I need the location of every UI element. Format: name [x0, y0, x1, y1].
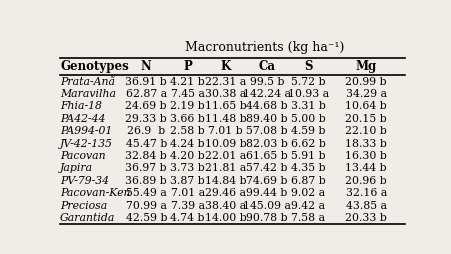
Text: 7.58 a: 7.58 a	[291, 213, 325, 223]
Text: Ca: Ca	[258, 60, 275, 73]
Text: 13.44 b: 13.44 b	[345, 163, 386, 173]
Text: S: S	[304, 60, 312, 73]
Text: 57.42 b: 57.42 b	[246, 163, 287, 173]
Text: 62.87 a: 62.87 a	[125, 89, 166, 99]
Text: PA994-01: PA994-01	[60, 126, 112, 136]
Text: Pacovan-Ken: Pacovan-Ken	[60, 188, 130, 198]
Text: 20.33 b: 20.33 b	[345, 213, 387, 223]
Text: 34.29 a: 34.29 a	[345, 89, 386, 99]
Text: 10.93 a: 10.93 a	[287, 89, 328, 99]
Text: Prata-Anã: Prata-Anã	[60, 77, 115, 87]
Text: PV-79-34: PV-79-34	[60, 176, 109, 186]
Text: Preciosa: Preciosa	[60, 200, 107, 211]
Text: 74.69 b: 74.69 b	[246, 176, 287, 186]
Text: 7.01 a: 7.01 a	[170, 188, 204, 198]
Text: 142.24 a: 142.24 a	[243, 89, 290, 99]
Text: 4.24 b: 4.24 b	[170, 139, 205, 149]
Text: 45.47 b: 45.47 b	[125, 139, 166, 149]
Text: 55.49 a: 55.49 a	[126, 188, 166, 198]
Text: 16.30 b: 16.30 b	[345, 151, 387, 161]
Text: Genotypes: Genotypes	[60, 60, 129, 73]
Text: 99.5 b: 99.5 b	[249, 77, 284, 87]
Text: 42.59 b: 42.59 b	[125, 213, 167, 223]
Text: Garantida: Garantida	[60, 213, 115, 223]
Text: 10.64 b: 10.64 b	[345, 101, 386, 112]
Text: Pacovan: Pacovan	[60, 151, 106, 161]
Text: 14.00 b: 14.00 b	[204, 213, 246, 223]
Text: 3.31 b: 3.31 b	[290, 101, 325, 112]
Text: 20.15 b: 20.15 b	[345, 114, 386, 124]
Text: 57.08 b: 57.08 b	[246, 126, 287, 136]
Text: 22.10 b: 22.10 b	[345, 126, 387, 136]
Text: 3.66 b: 3.66 b	[170, 114, 205, 124]
Text: 22.31 a: 22.31 a	[205, 77, 246, 87]
Text: 70.99 a: 70.99 a	[125, 200, 166, 211]
Text: 38.40 a: 38.40 a	[205, 200, 246, 211]
Text: K: K	[220, 60, 230, 73]
Text: 2.19 b: 2.19 b	[170, 101, 205, 112]
Text: 20.99 b: 20.99 b	[345, 77, 386, 87]
Text: 9.42 a: 9.42 a	[291, 200, 325, 211]
Text: 26.9  b: 26.9 b	[127, 126, 165, 136]
Text: 21.81 a: 21.81 a	[205, 163, 246, 173]
Text: 44.68 b: 44.68 b	[246, 101, 287, 112]
Text: 4.74 b: 4.74 b	[170, 213, 204, 223]
Text: 3.87 b: 3.87 b	[170, 176, 205, 186]
Text: 6.87 b: 6.87 b	[290, 176, 325, 186]
Text: 43.85 a: 43.85 a	[345, 200, 386, 211]
Text: 36.91 b: 36.91 b	[125, 77, 167, 87]
Text: 5.72 b: 5.72 b	[290, 77, 325, 87]
Text: 20.96 b: 20.96 b	[345, 176, 386, 186]
Text: 22.01 a: 22.01 a	[205, 151, 246, 161]
Text: 7.39 a: 7.39 a	[170, 200, 204, 211]
Text: 99.44 b: 99.44 b	[246, 188, 287, 198]
Text: PA42-44: PA42-44	[60, 114, 105, 124]
Text: 36.97 b: 36.97 b	[125, 163, 167, 173]
Text: 11.48 b: 11.48 b	[204, 114, 246, 124]
Text: 10.09 b: 10.09 b	[204, 139, 246, 149]
Text: 3.73 b: 3.73 b	[170, 163, 205, 173]
Text: 14.84 b: 14.84 b	[204, 176, 246, 186]
Text: 2.58 b: 2.58 b	[170, 126, 205, 136]
Text: 90.78 b: 90.78 b	[246, 213, 287, 223]
Text: 7.01 b: 7.01 b	[208, 126, 243, 136]
Text: 32.84 b: 32.84 b	[125, 151, 167, 161]
Text: 5.91 b: 5.91 b	[290, 151, 325, 161]
Text: 82.03 b: 82.03 b	[245, 139, 287, 149]
Text: Maravilha: Maravilha	[60, 89, 116, 99]
Text: 18.33 b: 18.33 b	[345, 139, 387, 149]
Text: 61.65 b: 61.65 b	[246, 151, 287, 161]
Text: 4.20 b: 4.20 b	[170, 151, 205, 161]
Text: Macronutrients (kg ha⁻¹): Macronutrients (kg ha⁻¹)	[184, 41, 343, 54]
Text: P: P	[183, 60, 192, 73]
Text: JV-42-135: JV-42-135	[60, 139, 113, 149]
Text: 36.89 b: 36.89 b	[125, 176, 167, 186]
Text: 29.33 b: 29.33 b	[125, 114, 167, 124]
Text: 9.02 a: 9.02 a	[291, 188, 325, 198]
Text: 4.59 b: 4.59 b	[290, 126, 325, 136]
Text: 145.09 a: 145.09 a	[243, 200, 290, 211]
Text: 24.69 b: 24.69 b	[125, 101, 167, 112]
Text: 30.38 a: 30.38 a	[205, 89, 246, 99]
Text: 4.21 b: 4.21 b	[170, 77, 205, 87]
Text: Mg: Mg	[355, 60, 376, 73]
Text: 32.16 a: 32.16 a	[345, 188, 386, 198]
Text: N: N	[141, 60, 151, 73]
Text: Fhia-18: Fhia-18	[60, 101, 101, 112]
Text: 5.00 b: 5.00 b	[290, 114, 325, 124]
Text: 89.40 b: 89.40 b	[246, 114, 287, 124]
Text: 29.46 a: 29.46 a	[205, 188, 246, 198]
Text: Japira: Japira	[60, 163, 93, 173]
Text: 6.62 b: 6.62 b	[290, 139, 325, 149]
Text: 7.45 a: 7.45 a	[170, 89, 204, 99]
Text: 4.35 b: 4.35 b	[290, 163, 325, 173]
Text: 11.65 b: 11.65 b	[204, 101, 246, 112]
